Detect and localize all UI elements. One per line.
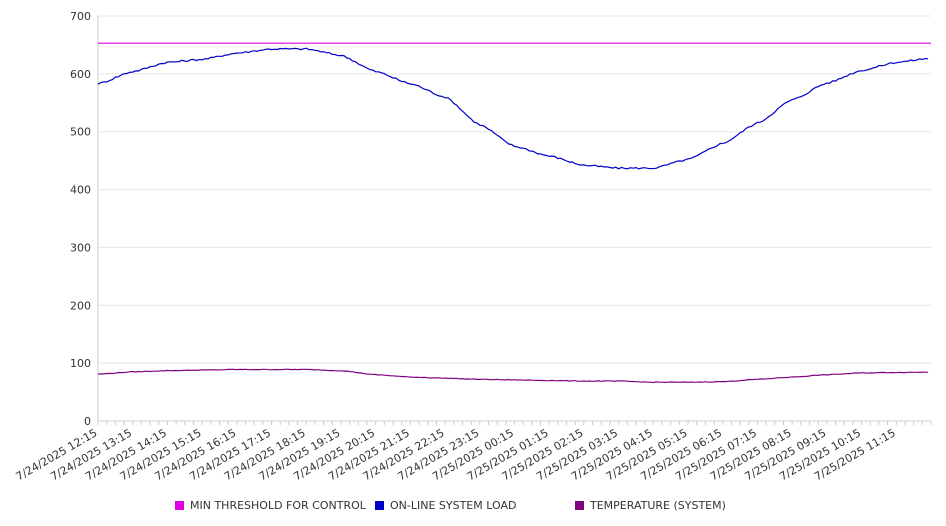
series-line-2: [97, 368, 929, 384]
y-axis-ticks: 0 100 200 300 400 500 600 700: [70, 10, 91, 428]
y-tick-label: 300: [70, 241, 91, 254]
y-tick-label: 400: [70, 184, 91, 197]
grid-lines: [98, 15, 931, 364]
series-lines: [97, 42, 931, 384]
y-tick-label: 700: [70, 10, 91, 23]
legend-swatch: [175, 501, 184, 510]
legend-label: TEMPERATURE (SYSTEM): [589, 499, 726, 512]
legend-swatch: [375, 501, 384, 510]
y-tick-label: 100: [70, 357, 91, 370]
legend-item-2[interactable]: TEMPERATURE (SYSTEM): [575, 499, 726, 512]
legend-item-0[interactable]: MIN THRESHOLD FOR CONTROL: [175, 499, 367, 512]
y-tick-label: 200: [70, 299, 91, 312]
legend-swatch: [575, 501, 584, 510]
y-tick-label: 0: [84, 415, 91, 428]
y-tick-label: 600: [70, 68, 91, 81]
series-line-1: [97, 47, 929, 170]
legend-label: ON-LINE SYSTEM LOAD: [390, 499, 516, 512]
axes: [97, 16, 932, 425]
legend-item-1[interactable]: ON-LINE SYSTEM LOAD: [375, 499, 516, 512]
x-axis-ticks: 7/24/2025 12:157/24/2025 13:157/24/2025 …: [14, 426, 898, 483]
legend-label: MIN THRESHOLD FOR CONTROL: [190, 499, 367, 512]
legend[interactable]: MIN THRESHOLD FOR CONTROL ON-LINE SYSTEM …: [175, 499, 726, 512]
y-tick-label: 500: [70, 126, 91, 139]
